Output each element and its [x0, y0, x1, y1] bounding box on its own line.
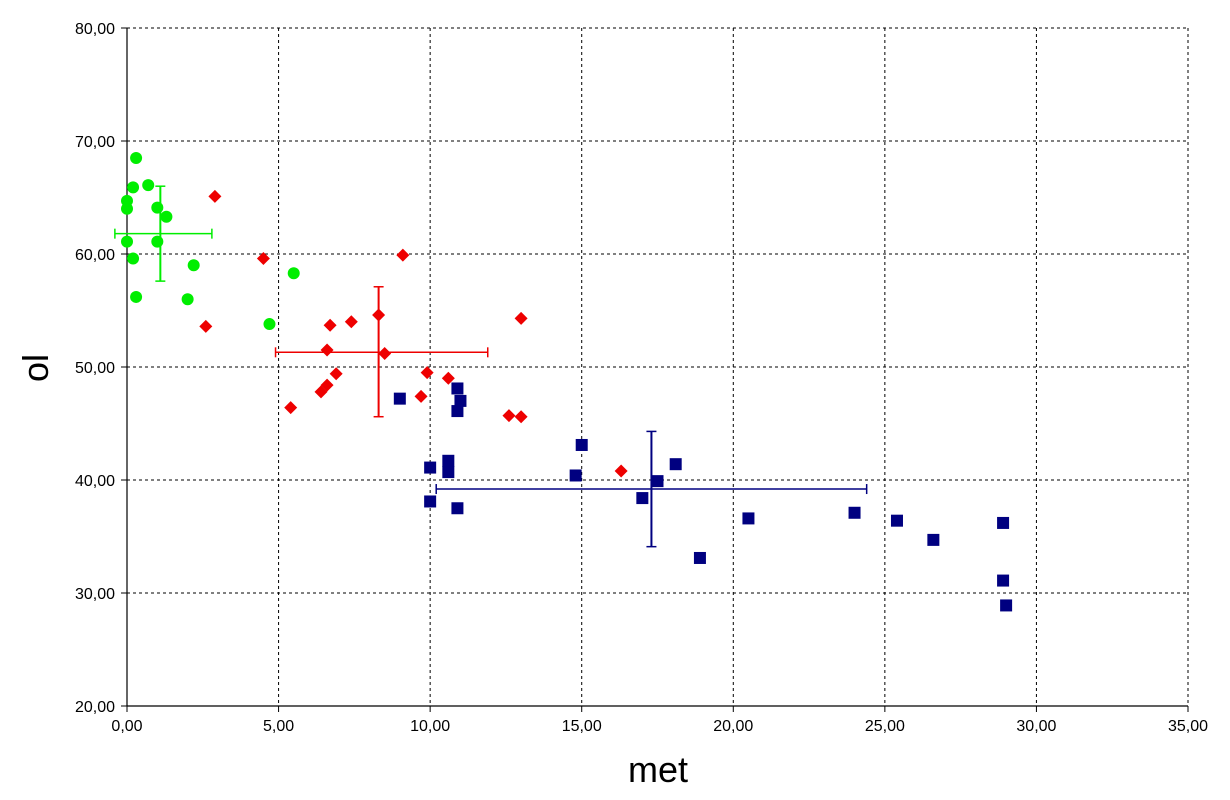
- data-point-circle: [287, 267, 300, 280]
- data-point-diamond: [372, 308, 386, 322]
- y-tick-label: 20,00: [75, 699, 115, 716]
- x-tick-label: 10,00: [410, 718, 450, 735]
- data-point-circle: [130, 290, 143, 303]
- data-point-diamond: [420, 366, 434, 380]
- data-point-square: [442, 466, 455, 479]
- data-point-circle: [121, 194, 133, 207]
- data-point-diamond: [199, 319, 213, 333]
- data-point-square: [442, 454, 455, 467]
- data-point-diamond: [414, 389, 428, 403]
- y-axis-title: ol: [15, 354, 56, 382]
- data-point-circle: [151, 201, 164, 214]
- y-tick-label: 40,00: [75, 473, 115, 490]
- data-point-square: [997, 574, 1010, 587]
- data-point-diamond: [208, 189, 222, 203]
- data-point-diamond: [396, 248, 410, 262]
- data-point-circle: [127, 181, 140, 194]
- data-point-circle: [127, 252, 140, 265]
- error-bars: [114, 185, 868, 548]
- data-point-square: [651, 475, 664, 488]
- x-axis-title: met: [628, 749, 688, 790]
- data-point-square: [451, 405, 464, 418]
- data-point-circle: [130, 151, 143, 164]
- x-tick-label: 30,00: [1016, 718, 1056, 735]
- y-tick-label: 30,00: [75, 586, 115, 603]
- x-tick-label: 35,00: [1168, 718, 1208, 735]
- data-point-circle: [263, 318, 276, 331]
- x-tick-label: 0,00: [111, 718, 142, 735]
- x-tick-label: 25,00: [865, 718, 905, 735]
- data-point-square: [693, 551, 706, 564]
- data-point-diamond: [344, 315, 358, 329]
- data-point-square: [890, 514, 903, 527]
- data-point-diamond: [320, 378, 334, 392]
- data-point-square: [569, 469, 582, 482]
- x-tick-label: 5,00: [263, 718, 294, 735]
- data-point-square: [848, 506, 861, 519]
- data-point-square: [927, 533, 940, 546]
- data-point-diamond: [256, 252, 270, 266]
- data-point-diamond: [329, 367, 343, 381]
- data-point-square: [636, 492, 649, 505]
- y-tick-label: 60,00: [75, 247, 115, 264]
- data-point-square: [424, 495, 437, 508]
- data-point-circle: [121, 235, 133, 248]
- data-point-diamond: [514, 410, 528, 424]
- data-point-diamond: [378, 346, 392, 360]
- tick-labels: 0,00 5,00 10,00 15,00 20,00 25,00 30,00 35,00 20…: [75, 21, 1208, 735]
- data-point-square: [393, 392, 406, 405]
- data-point-diamond: [441, 371, 455, 385]
- y-tick-label: 70,00: [75, 134, 115, 151]
- data-point-diamond: [320, 343, 334, 357]
- data-point-diamond: [284, 401, 298, 415]
- y-tick-label: 50,00: [75, 360, 115, 377]
- axes: [121, 27, 1189, 712]
- grid-lines: [127, 27, 1189, 706]
- data-point-circle: [187, 259, 200, 272]
- data-point-circle: [151, 235, 164, 248]
- data-point-diamond: [502, 409, 516, 423]
- data-point-square: [669, 458, 682, 471]
- data-point-square: [997, 516, 1010, 529]
- data-point-diamond: [614, 464, 628, 478]
- data-point-circle: [142, 179, 155, 192]
- y-tick-label: 80,00: [75, 21, 115, 38]
- data-point-square: [424, 461, 437, 474]
- data-point-circle: [181, 293, 194, 306]
- x-tick-label: 20,00: [713, 718, 753, 735]
- data-point-diamond: [514, 311, 528, 325]
- data-point-square: [575, 438, 588, 451]
- data-point-square: [1000, 599, 1013, 612]
- data-points: [121, 151, 1013, 612]
- data-point-square: [742, 512, 755, 525]
- x-tick-label: 15,00: [562, 718, 602, 735]
- data-point-circle: [160, 210, 173, 223]
- data-point-square: [454, 394, 467, 407]
- data-point-square: [451, 382, 464, 395]
- data-point-square: [451, 502, 464, 515]
- data-point-diamond: [323, 318, 337, 332]
